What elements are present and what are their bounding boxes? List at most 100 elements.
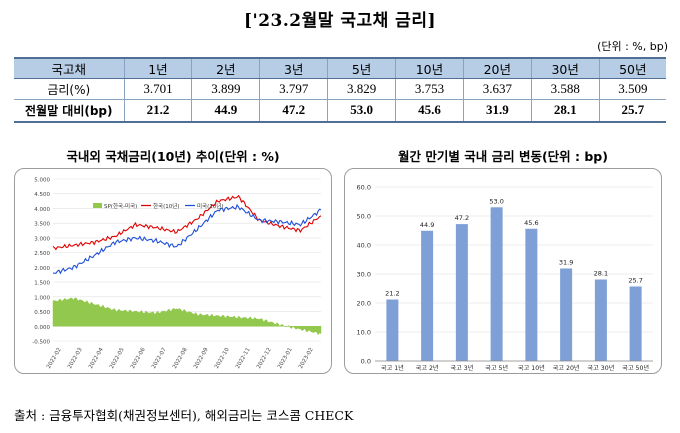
legend-label: SP(한국-미국) — [104, 202, 137, 210]
y-tick-label: 3.500 — [34, 222, 50, 228]
bar-value-label: 28.1 — [594, 270, 608, 278]
table-cell: 3.637 — [462, 78, 532, 100]
table-cell: 3.797 — [259, 78, 328, 100]
table-cell: 45.6 — [395, 99, 464, 123]
bar-value-label: 45.6 — [524, 219, 538, 227]
bar-value-label: 31.9 — [559, 258, 573, 266]
rates-table: 국고채 1년 2년 3년 5년 10년 20년 30년 50년 금리(%) 3.… — [14, 57, 666, 123]
y-tick-label: 2.500 — [34, 251, 50, 257]
table-header-label: 국고채 — [14, 57, 124, 79]
legend-swatch-spread — [93, 203, 102, 208]
row-label: 전월말 대비(bp) — [14, 99, 124, 123]
x-tick-label: 국고 30년 — [587, 364, 614, 372]
table-cell: 44.9 — [191, 99, 260, 123]
bar-value-label: 53.0 — [489, 197, 503, 205]
table-cell: 53.0 — [327, 99, 396, 123]
x-tick-label: 2023-02 — [298, 347, 315, 370]
y-tick-label: 1.000 — [34, 295, 50, 301]
x-tick-label: 2022-06 — [130, 347, 147, 370]
bar-chart-title: 월간 만기별 국내 금리 변동(단위 : bp) — [398, 149, 608, 164]
x-tick-label: 국고 20년 — [553, 364, 580, 372]
col-header: 50년 — [598, 57, 666, 79]
bar-value-label: 21.2 — [385, 290, 399, 298]
x-tick-label: 국고 5년 — [485, 364, 508, 372]
legend-label: 한국(10년) — [153, 202, 179, 210]
table-cell: 3.753 — [395, 78, 464, 100]
source-note: 출처 : 금융투자협회(채권정보센터), 해외금리는 코스콤 CHECK — [14, 408, 354, 423]
table-cell: 3.701 — [123, 78, 192, 100]
x-tick-label: 2022-04 — [88, 347, 105, 370]
x-tick-label: 2022-02 — [46, 347, 63, 370]
bar — [490, 207, 503, 361]
row-label: 금리(%) — [14, 78, 124, 100]
y-tick-label: 0.000 — [34, 325, 50, 331]
y-tick-label: 20.0 — [357, 300, 371, 308]
y-tick-label: 2.000 — [34, 266, 50, 272]
y-tick-label: 30.0 — [357, 271, 371, 279]
table-cell: 25.7 — [598, 99, 666, 123]
x-tick-label: 2023-01 — [277, 347, 294, 370]
bar — [386, 299, 399, 361]
table-cell: 47.2 — [259, 99, 328, 123]
table-cell: 3.588 — [530, 78, 600, 100]
y-tick-label: 1.500 — [34, 281, 50, 287]
line-chart-panel: 5.000 4.500 4.000 3.500 3.000 2.500 2.000 1.500… — [14, 168, 332, 374]
bar-value-label: 25.7 — [628, 276, 642, 284]
bar-chart-panel: 60.0 50.0 40.0 30.0 20.0 10.0 0.0 21.2 국고 1년 44.9… — [344, 168, 662, 374]
x-tick-label: 2022-11 — [235, 347, 252, 370]
x-tick-label: 국고 50년 — [622, 364, 649, 372]
unit-label: (단위 : %, bp) — [597, 40, 668, 53]
x-tick-label: 국고 1년 — [381, 364, 404, 372]
table-cell: 21.2 — [123, 99, 192, 123]
col-header: 5년 — [327, 57, 396, 79]
page-title: ['23.2월말 국고채 금리] — [243, 11, 436, 31]
col-header: 20년 — [462, 57, 532, 79]
bar-value-label: 47.2 — [455, 214, 469, 222]
table-cell: 3.899 — [191, 78, 260, 100]
table-cell: 3.509 — [598, 78, 666, 100]
y-tick-label: 3.000 — [34, 236, 50, 242]
table-row: 전월말 대비(bp) 21.2 44.9 47.2 53.0 45.6 31.9… — [14, 99, 666, 123]
table-header-row: 국고채 1년 2년 3년 5년 10년 20년 30년 50년 — [14, 57, 666, 79]
series-korea-line — [52, 194, 322, 251]
x-tick-label: 2022-07 — [151, 347, 168, 370]
bar — [421, 230, 434, 361]
legend-label: 미국(10년) — [197, 202, 223, 210]
x-tick-label: 2022-09 — [193, 347, 210, 370]
y-tick-label: 60.0 — [357, 184, 371, 192]
col-header: 2년 — [191, 57, 260, 79]
bar — [594, 279, 607, 361]
y-tick-label: 0.500 — [34, 310, 50, 316]
y-tick-label: 4.000 — [34, 207, 50, 213]
col-header: 1년 — [123, 57, 192, 79]
y-tick-label: 50.0 — [357, 213, 371, 221]
x-tick-label: 2022-12 — [256, 347, 273, 370]
x-tick-label: 2022-03 — [67, 347, 84, 370]
table-cell: 3.829 — [327, 78, 396, 100]
bar — [525, 228, 538, 361]
x-tick-label: 2022-05 — [109, 347, 126, 370]
bar-chart: 60.0 50.0 40.0 30.0 20.0 10.0 0.0 21.2 국고 1년 44.9… — [357, 184, 653, 372]
line-chart: 5.000 4.500 4.000 3.500 3.000 2.500 2.000 1.500… — [32, 178, 322, 370]
y-tick-label: 5.000 — [34, 178, 50, 184]
table-cell: 28.1 — [530, 99, 600, 123]
x-tick-label: 국고 2년 — [416, 364, 439, 372]
y-tick-label: -0.500 — [32, 340, 50, 346]
series-us-line — [52, 203, 322, 275]
col-header: 10년 — [395, 57, 464, 79]
line-chart-title: 국내외 국채금리(10년) 추이(단위 : %) — [66, 149, 280, 164]
table-row: 금리(%) 3.701 3.899 3.797 3.829 3.753 3.63… — [14, 78, 666, 100]
y-tick-label: 40.0 — [357, 242, 371, 250]
table-cell: 31.9 — [462, 99, 532, 123]
x-tick-label: 2022-08 — [172, 347, 189, 370]
y-tick-label: 10.0 — [357, 329, 371, 337]
bar — [455, 224, 468, 361]
y-tick-label: 4.500 — [34, 192, 50, 198]
col-header: 3년 — [259, 57, 328, 79]
x-tick-label: 국고 3년 — [450, 364, 473, 372]
bar-value-label: 44.9 — [420, 221, 434, 229]
x-tick-label: 2022-10 — [214, 347, 231, 370]
bar — [629, 286, 642, 361]
series-spread-area — [52, 297, 322, 336]
bar — [560, 268, 573, 361]
